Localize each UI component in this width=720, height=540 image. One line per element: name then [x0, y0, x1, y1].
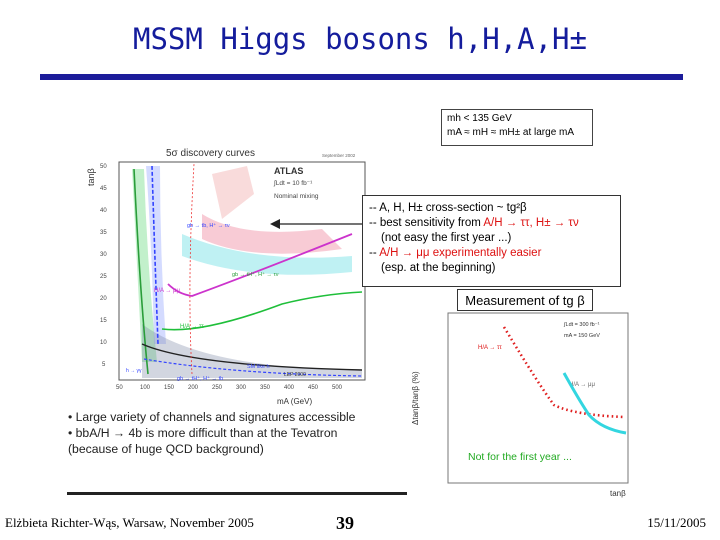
magenta-curve [167, 233, 353, 297]
y-ticks: 50 45 40 35 30 25 20 15 10 5 [100, 164, 107, 368]
xs-highlight-tautau: A/H → ττ, H± → τν [483, 217, 579, 229]
xs-line-1: -- A, H, H± cross-section ~ tg²β [369, 202, 527, 214]
y-tick: 30 [100, 252, 107, 258]
legend-mass: mA = 150 GeV [564, 333, 600, 339]
bullet-item: • bbA/H → 4b is more difficult than at t… [68, 426, 338, 440]
x-tick: 150 [164, 385, 175, 391]
x-tick: 400 [284, 385, 295, 391]
black-curve [141, 343, 363, 371]
discovery-curves-plot: 5σ discovery curves September 2002 tanβ … [82, 144, 372, 412]
label-lep: LEP 2000 [284, 372, 306, 378]
y-axis-label: tanβ [86, 168, 96, 186]
legend-lumi: ∫Ldt = 10 fb⁻¹ [273, 180, 313, 187]
xs-line-4: -- A/H → μμ experimentally easier [369, 247, 542, 259]
x-tick: 200 [188, 385, 199, 391]
blue-low-curve [143, 358, 363, 377]
bullet-item: • Large variety of channels and signatur… [68, 410, 356, 424]
red-dashed-curve [189, 163, 195, 375]
green-band [132, 169, 157, 362]
x-tick: 350 [260, 385, 271, 391]
x-axis-label: tanβ [610, 489, 626, 498]
label-tautau: H/A → ττ [180, 324, 204, 330]
plot-title: 5σ discovery curves [166, 148, 255, 159]
pink-band [202, 214, 342, 254]
y-tick: 25 [100, 274, 107, 280]
red-hatch [212, 166, 254, 219]
footer-date: 15/11/2005 [647, 515, 706, 530]
measurement-label: Measurement of tg β [457, 289, 593, 311]
x-tick: 50 [116, 385, 123, 391]
x-tick: 300 [236, 385, 247, 391]
y-tick: 35 [100, 230, 107, 236]
xs-line-5: (esp. at the beginning) [381, 262, 496, 274]
legend-lumi: ∫Ldt = 300 fb⁻¹ [563, 322, 600, 328]
x-tick: 250 [212, 385, 223, 391]
bullet-list: • Large variety of channels and signatur… [68, 409, 398, 457]
y-tick: 20 [100, 296, 107, 302]
cross-section-box: -- A, H, H± cross-section ~ tg²β -- best… [362, 195, 621, 287]
label-low: h → γγ [126, 368, 142, 374]
blue-band [146, 166, 166, 344]
mumu-curve [562, 372, 627, 435]
x-tick: 100 [140, 385, 151, 391]
y-tick: 50 [100, 164, 107, 170]
blue-vertical-curve [151, 165, 159, 345]
tanbeta-precision-plot: Δtanβ/tanβ (%) tanβ ∫Ldt = 300 fb⁻¹ mA =… [404, 305, 636, 500]
label-h-tn: gb → tH⁺, H⁺ → τν [232, 271, 279, 278]
mass-line-1: mh < 135 GeV [447, 113, 512, 124]
first-year-note: Not for the first year ... [468, 451, 572, 463]
xs-line-3: (not easy the first year ...) [381, 232, 512, 244]
mass-relation-box: mh < 135 GeV mA ≈ mH ≈ mH± at large mA [441, 109, 593, 146]
mass-line-2: mA ≈ mH ≈ mH± at large mA [447, 127, 575, 138]
plot-frame [447, 312, 629, 484]
y-tick: 45 [100, 186, 107, 192]
label-mumu: H/A → μμ [569, 382, 595, 388]
title-underline [40, 74, 683, 80]
plot-date: September 2002 [322, 153, 356, 158]
y-tick: 40 [100, 208, 107, 214]
page-number: 39 [336, 513, 354, 533]
bullet-item: (because of huge QCD background) [68, 442, 264, 456]
x-axis-label: mA (GeV) [277, 397, 312, 406]
label-mumu: H/A → μμ [154, 288, 180, 294]
grey-band [142, 324, 362, 378]
y-tick: 10 [100, 340, 107, 346]
label-tb-tn: gb → tb, H⁺ → τν [187, 222, 230, 229]
y-axis-label: Δtanβ/tanβ (%) [411, 371, 420, 425]
label-tt: gb → tH⁺, H⁺ → tb [177, 375, 223, 382]
y-tick: 5 [102, 362, 106, 368]
x-tick: 450 [308, 385, 319, 391]
footer-author: Elżbieta Richter-Wąs, Warsaw, November 2… [5, 515, 254, 530]
footer-rule [67, 492, 407, 495]
cyan-band [182, 234, 352, 275]
x-tick: 500 [332, 385, 343, 391]
label-sm-like: SM like h [247, 364, 270, 370]
xs-highlight-mumu: A/H → μμ experimentally easier [379, 247, 542, 259]
legend-mixing: Nominal mixing [274, 193, 319, 200]
label-tautau: H/A → ττ [478, 345, 502, 351]
page-title: MSSM Higgs bosons h,H,A,H± [133, 22, 587, 56]
xs-line-2: -- best sensitivity from A/H → ττ, H± → … [369, 217, 579, 229]
pointer-arrow [270, 219, 364, 229]
green-curve [161, 291, 363, 331]
tautau-curve [502, 326, 625, 419]
x-ticks: 50 100 150 200 250 300 350 400 450 500 [116, 385, 343, 391]
legend-experiment: ATLAS [274, 166, 303, 176]
green-vertical-curve [133, 168, 149, 375]
y-tick: 15 [100, 318, 107, 324]
